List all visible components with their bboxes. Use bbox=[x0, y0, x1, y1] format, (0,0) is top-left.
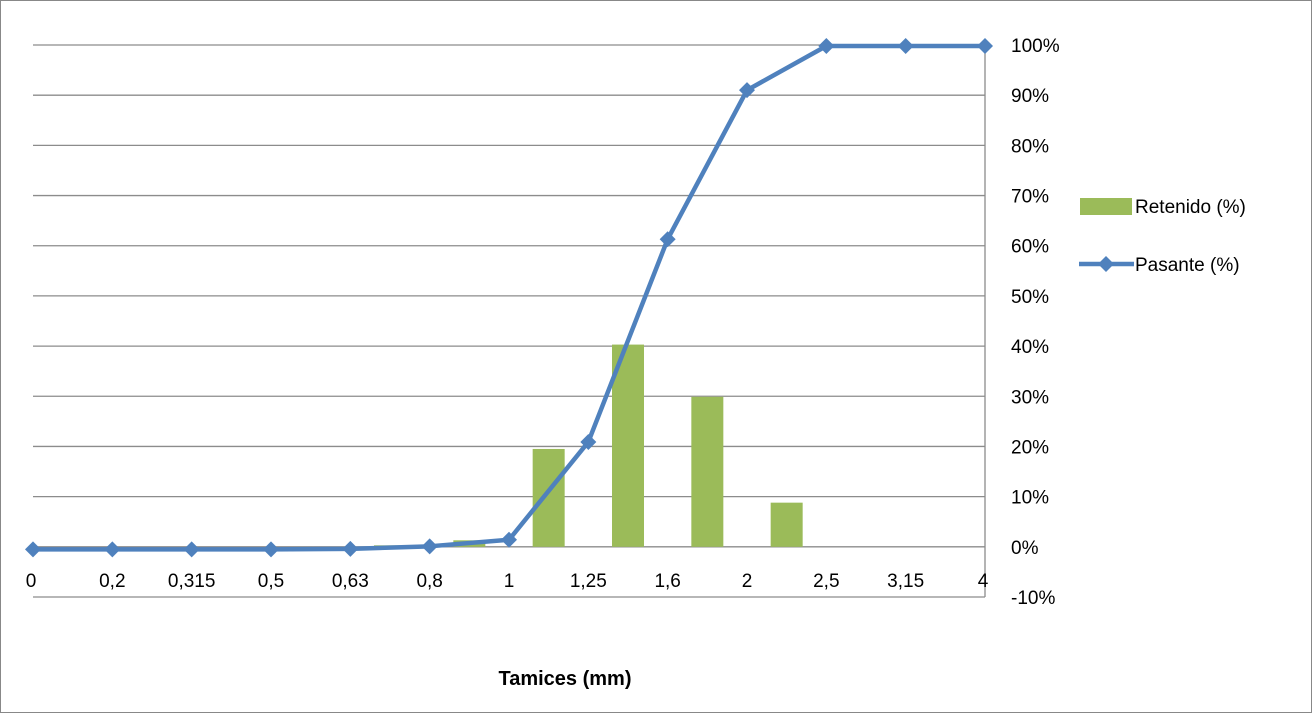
x-tick-label: 1,25 bbox=[570, 571, 607, 592]
pasante-marker bbox=[421, 538, 438, 555]
pasante-marker bbox=[183, 541, 200, 558]
bar-retenido bbox=[532, 448, 565, 547]
x-tick-label: 1 bbox=[504, 571, 515, 592]
y-tick-label: 50% bbox=[1011, 287, 1049, 308]
y-tick-label: -10% bbox=[1011, 588, 1055, 609]
x-tick-label: 2,5 bbox=[813, 571, 839, 592]
x-axis-title: Tamices (mm) bbox=[498, 668, 631, 690]
pasante-marker bbox=[659, 231, 676, 248]
pasante-marker bbox=[263, 541, 279, 558]
y-tick-label: 0% bbox=[1011, 538, 1039, 559]
legend-swatch-retenido bbox=[1080, 198, 1132, 215]
pasante-marker bbox=[739, 82, 755, 99]
legend-marker-pasante bbox=[1098, 256, 1114, 272]
pasante-marker bbox=[580, 433, 597, 450]
pasante-marker bbox=[25, 541, 41, 558]
bar-retenido bbox=[691, 396, 724, 547]
y-tick-label: 70% bbox=[1011, 187, 1049, 208]
y-tick-label: 10% bbox=[1011, 488, 1049, 509]
markers-pasante bbox=[25, 38, 993, 558]
gridlines bbox=[33, 44, 986, 598]
y-tick-label: 90% bbox=[1011, 86, 1049, 107]
pasante-marker bbox=[977, 38, 993, 55]
y-tick-labels: -10% 0% 10% 20% 30% 40% 50% 60% 70% 80% 90% 100% bbox=[1011, 36, 1060, 609]
bar-retenido bbox=[612, 344, 644, 547]
y-tick-label: 40% bbox=[1011, 337, 1049, 358]
x-tick-label: 1,6 bbox=[654, 571, 680, 592]
x-tick-label: 0,5 bbox=[258, 571, 284, 592]
x-tick-label: 0 bbox=[26, 571, 37, 592]
bar-retenido bbox=[770, 502, 803, 547]
y-tick-label: 60% bbox=[1011, 237, 1049, 258]
pasante-marker bbox=[104, 541, 121, 558]
x-tick-label: 0,2 bbox=[99, 571, 125, 592]
legend-label-pasante: Pasante (%) bbox=[1135, 255, 1240, 276]
y-tick-label: 30% bbox=[1011, 387, 1049, 408]
line-pasante bbox=[33, 43, 985, 552]
pasante-line bbox=[33, 43, 985, 552]
pasante-marker bbox=[818, 38, 835, 55]
legend-label-retenido: Retenido (%) bbox=[1135, 197, 1246, 218]
x-tick-label: 0,315 bbox=[168, 571, 216, 592]
pasante-marker bbox=[342, 540, 359, 557]
y-tick-label: 100% bbox=[1011, 36, 1060, 57]
x-tick-labels: 0 0,2 0,315 0,5 0,63 0,8 1 1,25 1,6 2 2,5 3,15 4 bbox=[26, 571, 989, 592]
x-tick-label: 4 bbox=[978, 571, 989, 592]
x-tick-label: 0,8 bbox=[416, 571, 442, 592]
x-tick-label: 0,63 bbox=[332, 571, 369, 592]
pasante-marker bbox=[897, 38, 914, 55]
pasante-marker bbox=[501, 531, 517, 548]
x-tick-label: 3,15 bbox=[887, 571, 924, 592]
x-tick-label: 2 bbox=[742, 571, 753, 592]
legend: Retenido (%) Pasante (%) bbox=[1079, 197, 1246, 276]
y-tick-label: 80% bbox=[1011, 136, 1049, 157]
y-tick-label: 20% bbox=[1011, 437, 1049, 458]
